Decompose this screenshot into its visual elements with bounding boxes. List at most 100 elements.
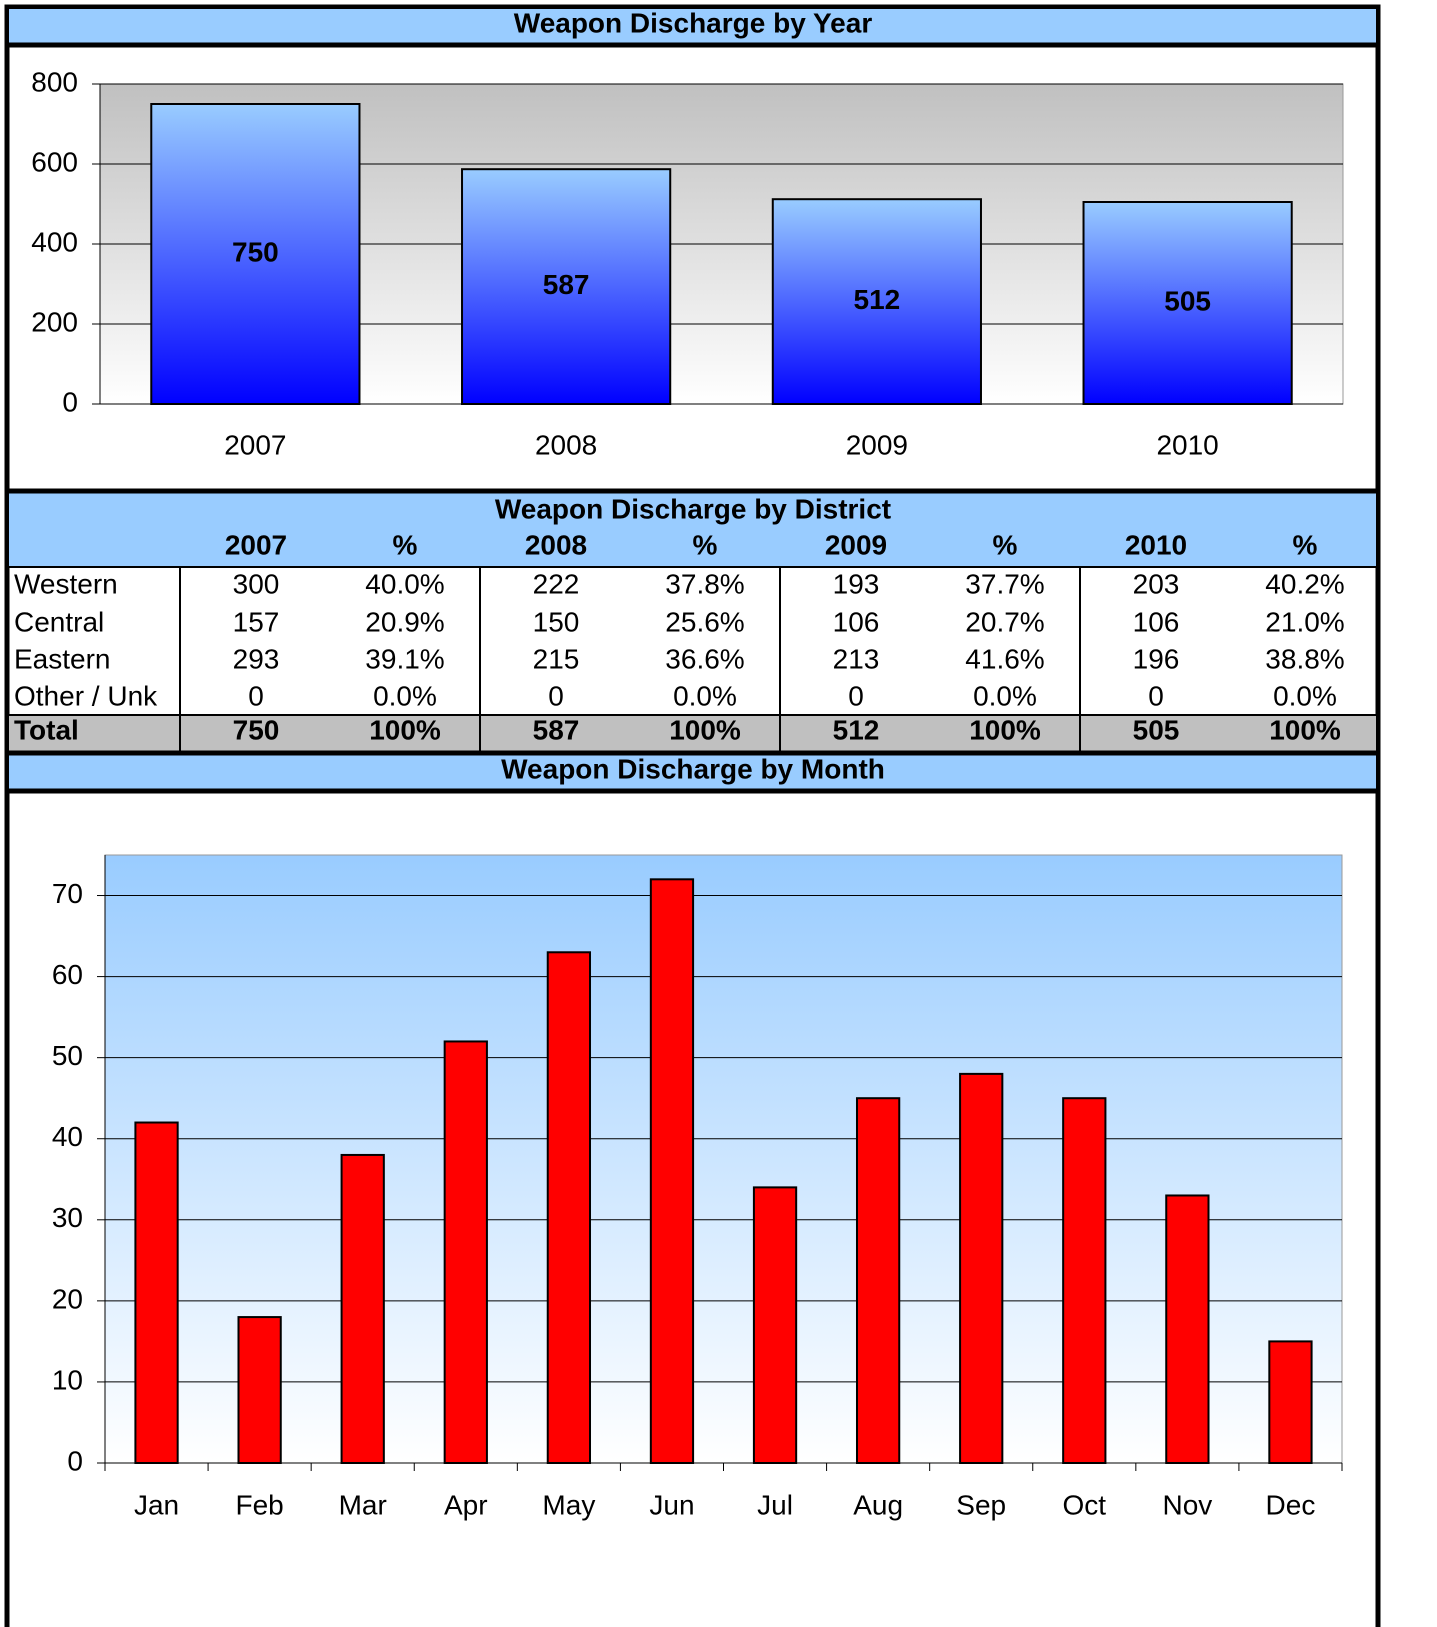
x-tick-label: Sep bbox=[956, 1489, 1006, 1520]
column-header: % bbox=[993, 529, 1018, 560]
cell: 222 bbox=[533, 568, 580, 599]
cell: 20.7% bbox=[965, 606, 1044, 637]
y-tick-label: 200 bbox=[31, 306, 78, 337]
row-label: Other / Unk bbox=[14, 680, 158, 711]
y-tick-label: 40 bbox=[52, 1121, 83, 1152]
bar bbox=[340, 1153, 385, 1464]
cell: 0 bbox=[248, 680, 264, 711]
total-row-bg bbox=[9, 716, 1376, 751]
bar bbox=[546, 951, 592, 1465]
bar bbox=[1268, 1340, 1313, 1465]
cell: 587 bbox=[533, 714, 580, 745]
bar bbox=[1082, 201, 1293, 405]
cell: 41.6% bbox=[965, 643, 1044, 674]
cell: 25.6% bbox=[665, 606, 744, 637]
x-tick-label: Jun bbox=[649, 1489, 694, 1520]
bar bbox=[150, 103, 361, 405]
cell: 0 bbox=[1148, 680, 1164, 711]
cell: 106 bbox=[833, 606, 880, 637]
bar bbox=[1165, 1194, 1210, 1464]
bar bbox=[771, 198, 982, 405]
x-tick-label: Jul bbox=[757, 1489, 793, 1520]
cell: 100% bbox=[669, 714, 741, 745]
cell: 0.0% bbox=[973, 680, 1037, 711]
data-label: 512 bbox=[854, 284, 901, 315]
data-label: 505 bbox=[1164, 285, 1211, 316]
y-tick-label: 60 bbox=[52, 959, 83, 990]
cell: 106 bbox=[1133, 606, 1180, 637]
cell: 21.0% bbox=[1265, 606, 1344, 637]
column-header: 2007 bbox=[225, 529, 287, 560]
x-tick-label: 2007 bbox=[224, 429, 286, 460]
bar bbox=[649, 878, 695, 1464]
cell: 20.9% bbox=[365, 606, 444, 637]
cell: 40.2% bbox=[1265, 568, 1344, 599]
cell: 0.0% bbox=[1273, 680, 1337, 711]
x-tick-label: Apr bbox=[444, 1489, 488, 1520]
x-tick-label: May bbox=[542, 1489, 595, 1520]
cell: 512 bbox=[833, 714, 880, 745]
x-tick-label: Oct bbox=[1063, 1489, 1107, 1520]
y-tick-label: 50 bbox=[52, 1040, 83, 1071]
x-tick-label: Jan bbox=[134, 1489, 179, 1520]
y-tick-label: 70 bbox=[52, 878, 83, 909]
y-tick-label: 20 bbox=[52, 1283, 83, 1314]
bar bbox=[752, 1186, 798, 1464]
cell: 213 bbox=[833, 643, 880, 674]
column-header: 2008 bbox=[525, 529, 587, 560]
bar bbox=[134, 1121, 179, 1465]
chart-title: Weapon Discharge by Month bbox=[501, 753, 885, 784]
cell: 0.0% bbox=[373, 680, 437, 711]
cell: 100% bbox=[969, 714, 1041, 745]
row-label: Western bbox=[14, 568, 118, 599]
x-tick-label: 2009 bbox=[846, 429, 908, 460]
cell: 203 bbox=[1133, 568, 1180, 599]
cell: 293 bbox=[233, 643, 280, 674]
bar bbox=[1062, 1097, 1107, 1464]
cell: 37.8% bbox=[665, 568, 744, 599]
x-tick-label: 2010 bbox=[1156, 429, 1218, 460]
cell: 196 bbox=[1133, 643, 1180, 674]
table-title: Weapon Discharge by District bbox=[495, 493, 891, 524]
row-label: Eastern bbox=[14, 643, 111, 674]
y-tick-label: 600 bbox=[31, 146, 78, 177]
chart-title: Weapon Discharge by Year bbox=[514, 7, 873, 38]
bar bbox=[855, 1097, 901, 1464]
plot-area bbox=[104, 854, 1343, 1464]
column-header: 2010 bbox=[1125, 529, 1187, 560]
cell: 0.0% bbox=[673, 680, 737, 711]
cell: 0 bbox=[548, 680, 564, 711]
x-tick-label: Mar bbox=[339, 1489, 387, 1520]
cell: 100% bbox=[1269, 714, 1341, 745]
table-header-bg bbox=[9, 493, 1376, 567]
data-label: 587 bbox=[543, 269, 590, 300]
row-label: Total bbox=[14, 714, 79, 745]
column-header: % bbox=[693, 529, 718, 560]
cell: 38.8% bbox=[1265, 643, 1344, 674]
column-header: 2009 bbox=[825, 529, 887, 560]
bar bbox=[443, 1040, 488, 1465]
cell: 37.7% bbox=[965, 568, 1044, 599]
x-tick-label: 2008 bbox=[535, 429, 597, 460]
cell: 215 bbox=[533, 643, 580, 674]
y-tick-label: 800 bbox=[31, 66, 78, 97]
cell: 300 bbox=[233, 568, 280, 599]
bar bbox=[461, 168, 672, 405]
cell: 40.0% bbox=[365, 568, 444, 599]
column-header: % bbox=[1293, 529, 1318, 560]
y-tick-label: 10 bbox=[52, 1364, 83, 1395]
cell: 150 bbox=[533, 606, 580, 637]
data-label: 750 bbox=[232, 236, 279, 267]
cell: 750 bbox=[233, 714, 280, 745]
bar bbox=[959, 1072, 1004, 1464]
cell: 39.1% bbox=[365, 643, 444, 674]
cell: 157 bbox=[233, 606, 280, 637]
cell: 36.6% bbox=[665, 643, 744, 674]
y-tick-label: 0 bbox=[62, 386, 78, 417]
cell: 0 bbox=[848, 680, 864, 711]
row-label: Central bbox=[14, 606, 104, 637]
x-tick-label: Dec bbox=[1266, 1489, 1316, 1520]
title-bar bbox=[9, 755, 1376, 789]
bar bbox=[237, 1316, 282, 1464]
